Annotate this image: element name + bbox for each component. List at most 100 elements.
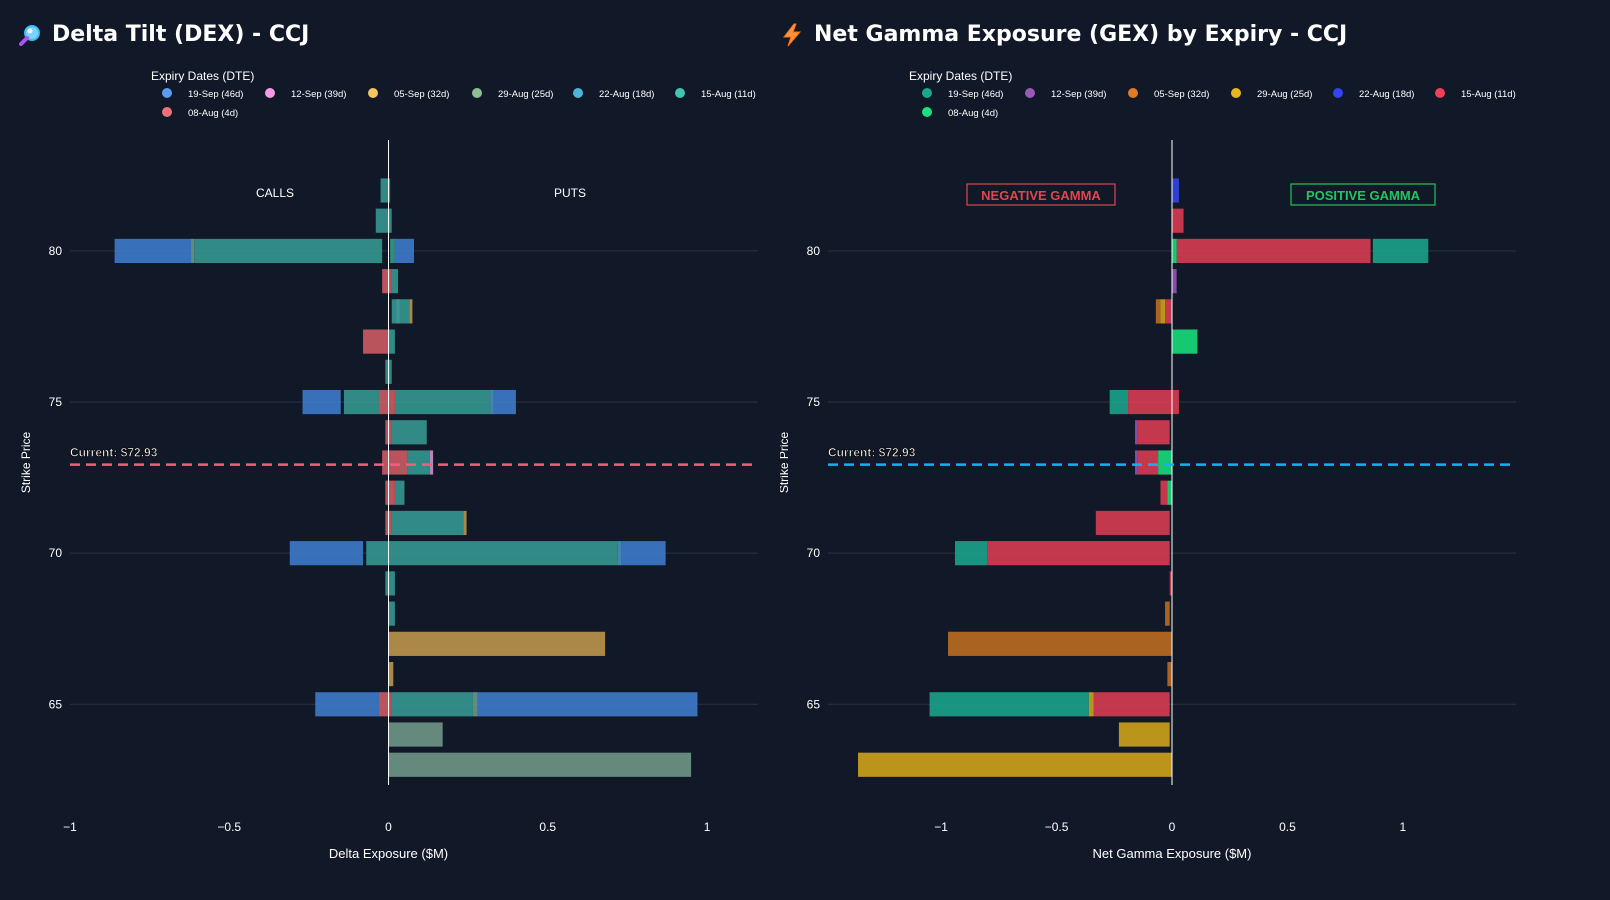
bar	[388, 752, 692, 777]
legend-entry-label: 15-Aug (11d)	[1461, 89, 1516, 100]
x-tick-label: 1	[1400, 820, 1407, 834]
bar	[388, 661, 394, 687]
bar	[929, 692, 1089, 717]
bar	[385, 480, 395, 505]
bar	[1172, 238, 1177, 264]
current-price-label: Current: $72.93	[828, 446, 916, 460]
bar	[1109, 389, 1129, 415]
legend-marker	[265, 88, 275, 98]
dex-panel: Delta Tilt (DEX) - CCJ Expiry Dates (DTE…	[0, 0, 790, 900]
bar	[380, 178, 391, 203]
bar	[191, 238, 195, 264]
bar	[363, 329, 389, 354]
legend-marker	[1128, 88, 1138, 98]
legend-marker	[1025, 88, 1035, 98]
y-tick-label: 80	[49, 244, 63, 258]
y-axis-title: Strike Price	[19, 432, 33, 494]
x-tick-label: −1	[934, 820, 948, 834]
bar	[1088, 692, 1094, 717]
bar	[378, 389, 395, 415]
y-tick-label: 65	[49, 697, 63, 711]
legend-marker	[1435, 88, 1445, 98]
legend-marker	[922, 88, 932, 98]
bar	[1172, 178, 1179, 203]
legend-marker	[675, 88, 685, 98]
bar	[391, 692, 473, 717]
bar	[1155, 299, 1161, 324]
y-tick-label: 75	[49, 395, 63, 409]
legend-entry-label: 05-Sep (32d)	[1154, 89, 1209, 100]
bar	[391, 420, 427, 445]
bar	[1135, 420, 1138, 445]
bar	[394, 480, 405, 505]
legend-entry-label: 22-Aug (18d)	[599, 89, 654, 100]
lightning-icon	[782, 23, 802, 46]
bar	[1165, 299, 1172, 324]
bar	[388, 631, 606, 656]
y-tick-label: 70	[49, 546, 63, 560]
legend-marker	[1333, 88, 1343, 98]
bar	[382, 269, 392, 294]
bar	[472, 692, 478, 717]
bar	[1128, 389, 1179, 415]
x-tick-label: −0.5	[1045, 820, 1069, 834]
positive-gamma-label: POSITIVE GAMMA	[1306, 188, 1421, 203]
bar	[1372, 238, 1429, 264]
bar	[366, 541, 618, 566]
legend-entry-label: 22-Aug (18d)	[1359, 89, 1414, 100]
bar	[114, 238, 192, 264]
bar	[378, 692, 392, 717]
bar	[385, 571, 395, 596]
bar	[388, 329, 395, 354]
bar	[391, 299, 410, 324]
x-tick-label: 0.5	[539, 820, 556, 834]
legend-entry-label: 12-Sep (39d)	[1051, 89, 1106, 100]
bar	[1158, 450, 1172, 475]
bar	[1169, 571, 1172, 596]
calls-label: CALLS	[256, 186, 294, 200]
bar	[343, 389, 379, 415]
x-axis-title: Net Gamma Exposure ($M)	[1093, 846, 1252, 861]
bar	[194, 238, 383, 264]
x-tick-label: −0.5	[217, 820, 241, 834]
y-tick-label: 80	[807, 244, 821, 258]
bar	[407, 450, 430, 475]
y-tick-label: 65	[807, 697, 821, 711]
bar	[1172, 329, 1198, 354]
bar	[409, 299, 413, 324]
y-axis-title: Strike Price	[780, 432, 791, 494]
negative-gamma-box	[966, 183, 1116, 206]
bar	[1095, 510, 1170, 536]
bar	[987, 541, 1170, 566]
legend-marker	[922, 107, 932, 117]
bar	[315, 692, 379, 717]
bar	[429, 450, 434, 475]
bar	[617, 541, 622, 566]
bar	[1176, 238, 1371, 264]
legend-entry-label: 29-Aug (25d)	[498, 89, 553, 100]
legend-entry-label: 12-Sep (39d)	[291, 89, 346, 100]
gex-chart: Expiry Dates (DTE) 19-Sep (46d) 12-Sep (39…	[780, 69, 1516, 861]
dex-title-text: Delta Tilt (DEX) - CCJ	[52, 22, 310, 47]
bar	[1135, 450, 1138, 475]
bar	[382, 450, 408, 475]
bar	[1167, 480, 1172, 505]
legend-entry-label: 15-Aug (11d)	[701, 89, 756, 100]
bar	[477, 692, 698, 717]
legend-marker	[368, 88, 378, 98]
bar	[289, 541, 364, 566]
bar	[394, 389, 491, 415]
y-tick-label: 70	[807, 546, 821, 560]
bar	[490, 389, 494, 415]
bar	[388, 601, 395, 626]
legend-entry-label: 19-Sep (46d)	[948, 89, 1003, 100]
legend-marker	[1231, 88, 1241, 98]
x-tick-label: 1	[704, 820, 711, 834]
bar	[1160, 480, 1168, 505]
x-tick-label: 0	[385, 820, 392, 834]
bar	[394, 238, 414, 264]
bar	[375, 208, 392, 233]
magnifier-icon	[19, 24, 40, 46]
legend-entry-label: 08-Aug (4d)	[188, 108, 238, 119]
bar	[390, 238, 395, 264]
